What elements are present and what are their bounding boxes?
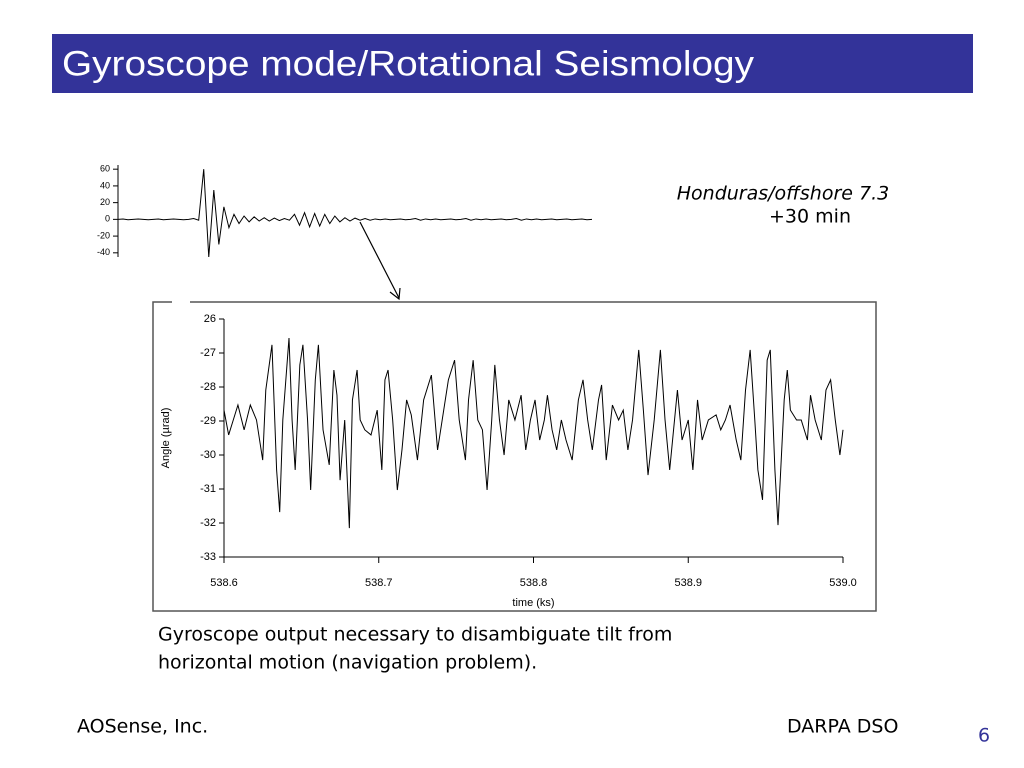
x-tick-label: 538.7 [365, 577, 393, 589]
y-tick-label: -33 [200, 551, 216, 563]
data-line [117, 169, 593, 258]
chart-frame [152, 301, 877, 612]
x-tick-label: 538.9 [674, 577, 702, 589]
y-tick-label: -29 [200, 415, 216, 427]
frame-gap [172, 298, 190, 304]
footer-left: AOSense, Inc. [77, 716, 208, 738]
y-tick-label: -30 [200, 449, 216, 461]
y-tick-label: -31 [200, 483, 216, 495]
arrow-head [389, 287, 401, 301]
page-number: 6 [978, 725, 990, 747]
y-tick-label: 20 [100, 197, 110, 207]
y-axis-label: Angle (µrad) [160, 408, 172, 469]
annotation: +30 min [769, 206, 851, 228]
x-axis-label: time (ks) [512, 597, 554, 609]
y-tick-label: 26 [204, 313, 216, 325]
y-tick-label: -40 [97, 247, 110, 257]
y-tick-label: 0 [105, 214, 110, 224]
y-tick-label: -27 [200, 347, 216, 359]
annotation: Honduras/offshore 7.3 [677, 183, 889, 205]
x-tick-label: 539.0 [829, 577, 857, 589]
y-tick-label: -20 [97, 230, 110, 240]
slide-title: Gyroscope mode/Rotational Seismology [62, 44, 755, 83]
caption: horizontal motion (navigation problem). [158, 652, 537, 674]
y-tick-label: -28 [200, 381, 216, 393]
y-tick-label: 60 [100, 164, 110, 174]
data-line [223, 338, 844, 529]
y-tick-label: 40 [100, 180, 110, 190]
arrow [359, 221, 400, 299]
title-bar [52, 34, 973, 93]
caption: Gyroscope output necessary to disambigua… [158, 624, 672, 646]
x-tick-label: 538.8 [520, 577, 548, 589]
y-tick-label: -32 [200, 517, 216, 529]
footer-right: DARPA DSO [787, 716, 898, 738]
x-tick-label: 538.6 [210, 577, 238, 589]
